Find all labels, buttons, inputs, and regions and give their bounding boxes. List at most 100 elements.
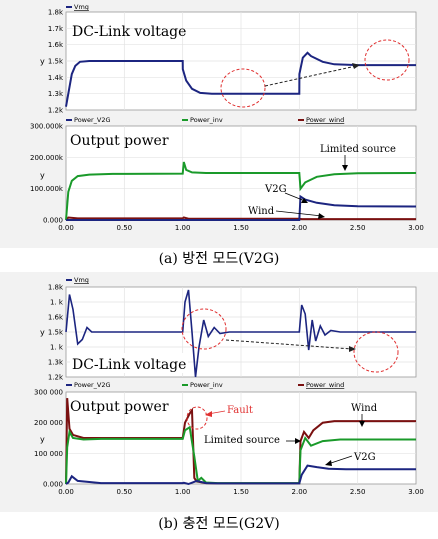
caption-b: (b) 충전 모드(G2V) [158,516,279,532]
x-tick-label: 2.00 [292,224,308,232]
y-tick-label: 100 000 [34,450,63,458]
chart-title: DC-Link voltage [72,357,186,373]
chart-a-top: 1.2k 1.3k 1.4k 1.5k 1.6k 1.7k 1.8k y Vmg DC-Li… [0,0,438,115]
chart-title: Output power [70,133,169,149]
arrow-v2g [284,192,306,202]
y-axis-label: y [40,171,45,180]
y-tick-label: 300.000k [30,123,64,131]
y-tick-label: 1.6k [48,314,64,322]
annotation-fault: Fault [227,405,253,416]
x-tick-label: 3.00 [408,224,424,232]
annotation-limited-source: Limited source [320,144,396,155]
y-tick-label: 1.2k [48,107,64,115]
x-tick-label: 1.00 [175,488,191,496]
y-tick-label: 0.000 [43,217,63,225]
highlight-circle-right [364,39,410,81]
arrow-head [301,198,308,203]
dashed-arrow [225,339,353,350]
chart-title: DC-Link voltage [72,24,186,40]
series-v2g-line [65,464,416,486]
y-tick-label: 1.5k [48,329,64,337]
x-tick-label: 1.50 [233,488,249,496]
fault-circle [186,406,208,430]
y-tick-label: 1.2k [48,374,64,382]
arrow-head [295,438,301,444]
y-tick-label: 200.000k [30,154,64,162]
legend-swatch-wind [298,119,304,121]
highlight-circle-right [353,331,399,373]
legend-swatch-inv [182,119,188,121]
x-tick-label: 0.00 [58,224,74,232]
arrow-head [205,411,212,417]
arrow-wind [275,210,323,217]
x-tick-label: 0.50 [117,488,133,496]
title-backdrop [70,353,188,373]
x-tick-label: 2.50 [350,488,366,496]
chart-a-bottom: 0.000 100.000k 200.000k 300.000k 0.00 0.50 1.… [0,114,438,248]
annotation-v2g: V2G [353,452,376,463]
highlight-circle-left [220,68,266,108]
series-vmg-line [65,289,416,378]
y-tick-label: 1.6k [48,41,64,49]
x-tick-label: 1.00 [175,224,191,232]
legend-swatch-vmg [66,6,72,8]
y-tick-label: 1.7k [48,25,64,33]
y-tick-label: 1.8k [48,284,64,292]
legend-swatch-inv [182,384,188,386]
arrow-head [318,213,325,219]
y-tick-label: 1.8k [48,9,64,17]
legend-vmg: Vmg [74,3,89,11]
y-tick-label: 1.4k [48,74,64,82]
dashed-arrow-head [349,346,356,352]
legend-power-wind: Power_wind [306,381,344,389]
series-v2g-line [66,194,417,221]
legend-vmg: Vmg [74,276,89,284]
y-tick-label: 100.000k [30,185,64,193]
chart-b-top: 1.2k 1.3k 1. k 1.5k 1.6k 1. k 1.8k y Vmg DC-Li… [0,272,438,382]
chart-title: Output power [70,399,169,415]
arrow-head [342,165,348,171]
y-tick-label: 1.3k [48,90,64,98]
legend-swatch-vmg [66,279,72,281]
x-tick-label: 2.00 [292,488,308,496]
caption-a: (a) 방전 모드(V2G) [159,251,280,267]
legend-power-inv: Power_inv [190,116,223,124]
x-tick-label: 0.00 [58,488,74,496]
series-wind-line [65,398,416,485]
annotation-wind: Wind [351,403,378,414]
legend-swatch-v2g [66,384,72,386]
dashed-arrow-head [352,63,360,69]
series-vmg-line [65,51,416,107]
x-tick-label: 2.50 [350,224,366,232]
legend-swatch-v2g [66,119,72,121]
y-tick-label: 1. k [50,344,64,352]
y-tick-label: 200 000 [34,419,63,427]
y-tick-label: 1.5k [48,58,64,66]
chart-b-bottom: 0.000 100 000 200 000 300 000 0.00 0.50 1.00 1… [0,380,438,512]
y-axis-label: y [40,435,45,444]
y-axis-label: y [40,328,45,337]
y-tick-label: 0.000 [43,481,63,489]
x-tick-label: 0.50 [117,224,133,232]
annotation-wind: Wind [248,206,275,217]
legend-power-v2g: Power_V2G [74,381,111,389]
legend-swatch-wind [298,384,304,386]
y-tick-label: 300 000 [34,389,63,397]
annotation-limited-source: Limited source [204,435,280,446]
y-tick-label: 1. k [50,299,64,307]
legend-power-v2g: Power_V2G [74,116,111,124]
arrow-v2g [327,455,353,465]
series-inv-line [65,161,417,221]
legend-power-wind: Power_wind [306,116,344,124]
x-tick-label: 3.00 [408,488,424,496]
highlight-circle-left [181,308,227,350]
annotation-v2g: V2G [264,184,287,195]
y-axis-label: y [40,57,45,66]
y-tick-label: 1.3k [48,359,64,367]
arrow-head [359,421,365,427]
legend-power-inv: Power_inv [190,381,223,389]
dashed-arrow [264,65,357,87]
arrow-head [325,460,332,466]
x-tick-label: 1.50 [233,224,249,232]
